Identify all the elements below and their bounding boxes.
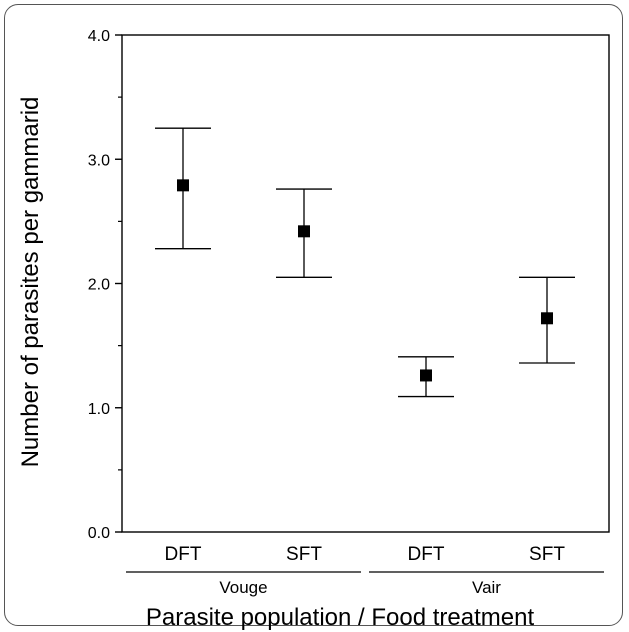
group-label: Vair [472, 578, 501, 597]
y-tick-label: 4.0 [88, 28, 110, 45]
y-tick-label: 3.0 [88, 152, 110, 169]
mean-marker [298, 225, 310, 238]
figure-border [4, 4, 623, 626]
y-axis: 0.0 1.0 2.0 3.0 4.0 [88, 28, 122, 542]
x-category-label: SFT [529, 544, 565, 565]
mean-marker [177, 179, 189, 192]
x-category-label: SFT [286, 544, 322, 565]
y-tick-label: 1.0 [88, 401, 110, 418]
group-label: Vouge [219, 578, 267, 597]
mean-marker [420, 369, 432, 382]
plot-frame [121, 34, 610, 533]
data-marks [155, 127, 575, 398]
x-axis-title: Parasite population / Food treatment [146, 604, 535, 631]
y-axis-title: Number of parasites per gammarid [17, 97, 44, 468]
mean-marker [541, 312, 553, 325]
x-category-label: DFT [408, 544, 445, 565]
x-category-label: DFT [165, 544, 202, 565]
y-tick-label: 2.0 [88, 277, 110, 294]
y-tick-label: 0.0 [88, 525, 110, 542]
plot-area [121, 34, 610, 533]
x-axis: DFT SFT DFT SFT Vouge Vair [126, 544, 604, 597]
